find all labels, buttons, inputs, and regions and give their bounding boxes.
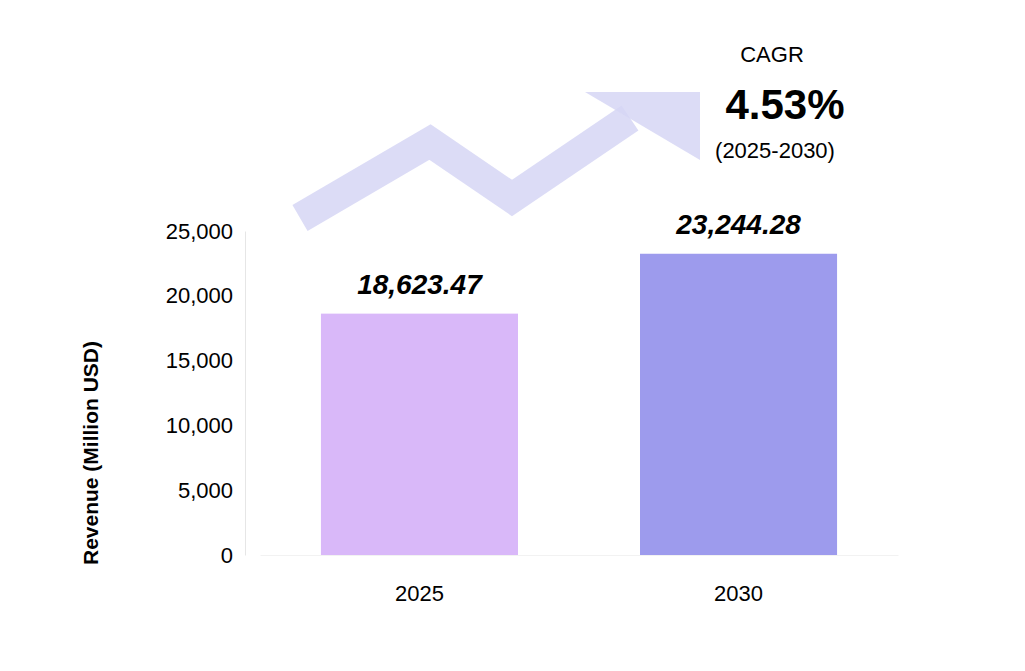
x-axis: 2025 2030: [261, 555, 899, 606]
y-tick: 0: [221, 543, 245, 568]
trend-arrow: [300, 92, 700, 218]
annotation: 4.53%: [725, 81, 844, 128]
y-axis-line: [245, 232, 246, 556]
data-label: 23,244.28: [675, 209, 801, 240]
data-label: 18,623.47: [357, 269, 483, 300]
y-tick: 15,000: [166, 348, 245, 373]
bars: [321, 254, 837, 555]
x-tick: 2030: [714, 555, 763, 606]
x-tick-label: 2030: [714, 581, 763, 606]
y-tick-label: 10,000: [166, 413, 233, 438]
y-tick: 25,000: [166, 219, 245, 244]
y-tick: 5,000: [178, 478, 245, 503]
trend-arrow-head: [585, 92, 700, 160]
annotation: CAGR: [740, 42, 804, 67]
x-axis-line: [261, 555, 899, 556]
chart: 0 5,000 10,000 15,000 20,000 25,000 2025 2030 Re…: [0, 0, 1025, 671]
y-tick-label: 5,000: [178, 478, 233, 503]
y-axis-title: Revenue (Million USD): [79, 341, 102, 565]
data-labels: 18,623.47 23,244.28: [357, 209, 801, 300]
y-tick-label: 20,000: [166, 283, 233, 308]
y-tick: 10,000: [166, 413, 245, 438]
bar: [321, 314, 518, 555]
y-tick-label: 0: [221, 543, 233, 568]
trend-arrow-line: [300, 118, 630, 218]
bar: [640, 254, 837, 555]
x-tick-label: 2025: [395, 581, 444, 606]
y-tick-label: 25,000: [166, 219, 233, 244]
annotations: CAGR 4.53% (2025-2030): [715, 42, 844, 163]
annotation: (2025-2030): [715, 138, 835, 163]
x-tick: 2025: [395, 555, 444, 606]
y-axis: 0 5,000 10,000 15,000 20,000 25,000: [166, 219, 246, 568]
y-tick-label: 15,000: [166, 348, 233, 373]
y-tick: 20,000: [166, 283, 245, 308]
